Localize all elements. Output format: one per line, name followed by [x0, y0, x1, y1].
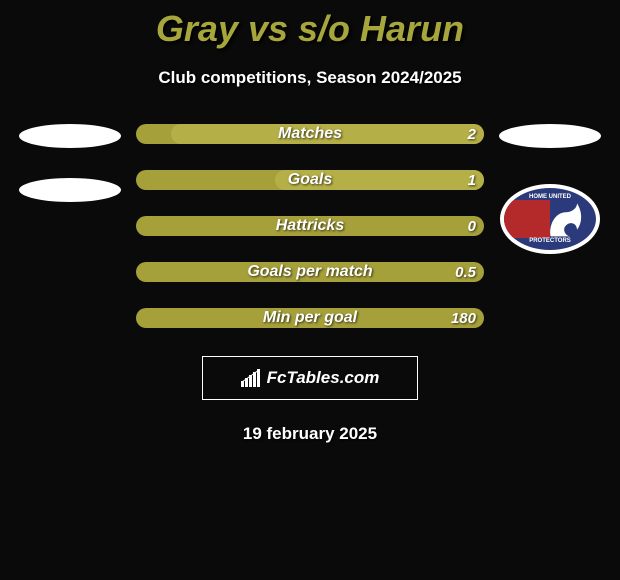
bar-label: Hattricks — [136, 216, 484, 236]
bar-label: Matches — [136, 124, 484, 144]
placeholder-badge — [19, 178, 121, 202]
content-row: Matches2Goals1Hattricks0Goals per match0… — [0, 124, 620, 328]
placeholder-badge — [499, 124, 601, 148]
bar-label: Min per goal — [136, 308, 484, 328]
club-badge: HOME UNITED PROTECTORS — [500, 184, 600, 254]
attribution-text: FcTables.com — [267, 368, 380, 388]
bar-label: Goals per match — [136, 262, 484, 282]
left-badges-column — [10, 124, 130, 202]
page-subtitle: Club competitions, Season 2024/2025 — [158, 68, 461, 88]
root: Gray vs s/o Harun Club competitions, Sea… — [0, 0, 620, 444]
stat-bar: Min per goal180 — [136, 308, 484, 328]
page-title: Gray vs s/o Harun — [156, 8, 464, 50]
stat-bar: Hattricks0 — [136, 216, 484, 236]
bar-label: Goals — [136, 170, 484, 190]
bar-value: 2 — [468, 124, 476, 144]
bar-value: 0.5 — [455, 262, 476, 282]
placeholder-badge — [19, 124, 121, 148]
bar-value: 1 — [468, 170, 476, 190]
stat-bar: Matches2 — [136, 124, 484, 144]
bars-icon — [241, 369, 263, 387]
bar-value: 0 — [468, 216, 476, 236]
stat-bar: Goals per match0.5 — [136, 262, 484, 282]
date-label: 19 february 2025 — [243, 424, 377, 444]
right-badges-column: HOME UNITED PROTECTORS — [490, 124, 610, 254]
stat-bar: Goals1 — [136, 170, 484, 190]
stat-bars: Matches2Goals1Hattricks0Goals per match0… — [136, 124, 484, 328]
attribution-box: FcTables.com — [202, 356, 418, 400]
bar-value: 180 — [451, 308, 476, 328]
